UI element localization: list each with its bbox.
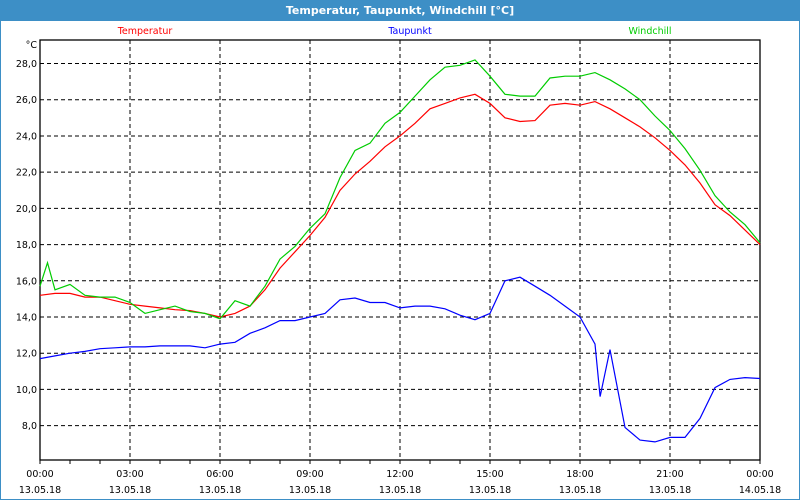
x-tick-date: 13.05.18: [109, 485, 151, 496]
y-tick-label: 22,0: [16, 168, 37, 179]
x-tick-time: 12:00: [386, 469, 413, 480]
series-line-windchill: [39, 59, 761, 320]
x-tick-date: 13.05.18: [289, 485, 331, 496]
y-tick-label: 24,0: [16, 131, 37, 142]
legend-windchill: Windchill: [628, 26, 671, 37]
series-line-taupunkt: [39, 276, 761, 443]
x-tick-date: 13.05.18: [199, 485, 241, 496]
y-tick-label: 8,0: [22, 421, 37, 432]
x-tick-time: 09:00: [296, 469, 323, 480]
x-tick-time: 15:00: [476, 469, 503, 480]
y-axis-unit: °C: [26, 40, 38, 51]
y-tick-label: 28,0: [16, 59, 37, 70]
window-title: Temperatur, Taupunkt, Windchill [°C]: [1, 1, 799, 21]
y-tick-label: 12,0: [16, 349, 37, 360]
plot-frame: [39, 39, 761, 461]
x-tick-time: 21:00: [656, 469, 683, 480]
y-tick-label: 10,0: [16, 385, 37, 396]
x-tick-time: 06:00: [206, 469, 233, 480]
x-tick-date: 13.05.18: [469, 485, 511, 496]
x-tick-date: 13.05.18: [559, 485, 601, 496]
y-tick-label: 18,0: [16, 240, 37, 251]
x-tick-date: 14.05.18: [739, 485, 781, 496]
legend-taupunkt: Taupunkt: [387, 26, 432, 37]
x-tick-date: 13.05.18: [19, 485, 61, 496]
x-tick-time: 03:00: [116, 469, 143, 480]
y-tick-label: 26,0: [16, 95, 37, 106]
x-tick-date: 13.05.18: [649, 485, 691, 496]
x-tick-date: 13.05.18: [379, 485, 421, 496]
x-tick-time: 00:00: [746, 469, 773, 480]
legend-temperatur: Temperatur: [117, 26, 173, 37]
x-tick-time: 18:00: [566, 469, 593, 480]
x-tick-time: 00:00: [26, 469, 53, 480]
y-tick-label: 16,0: [16, 276, 37, 287]
y-tick-label: 20,0: [16, 204, 37, 215]
y-tick-label: 14,0: [16, 312, 37, 323]
